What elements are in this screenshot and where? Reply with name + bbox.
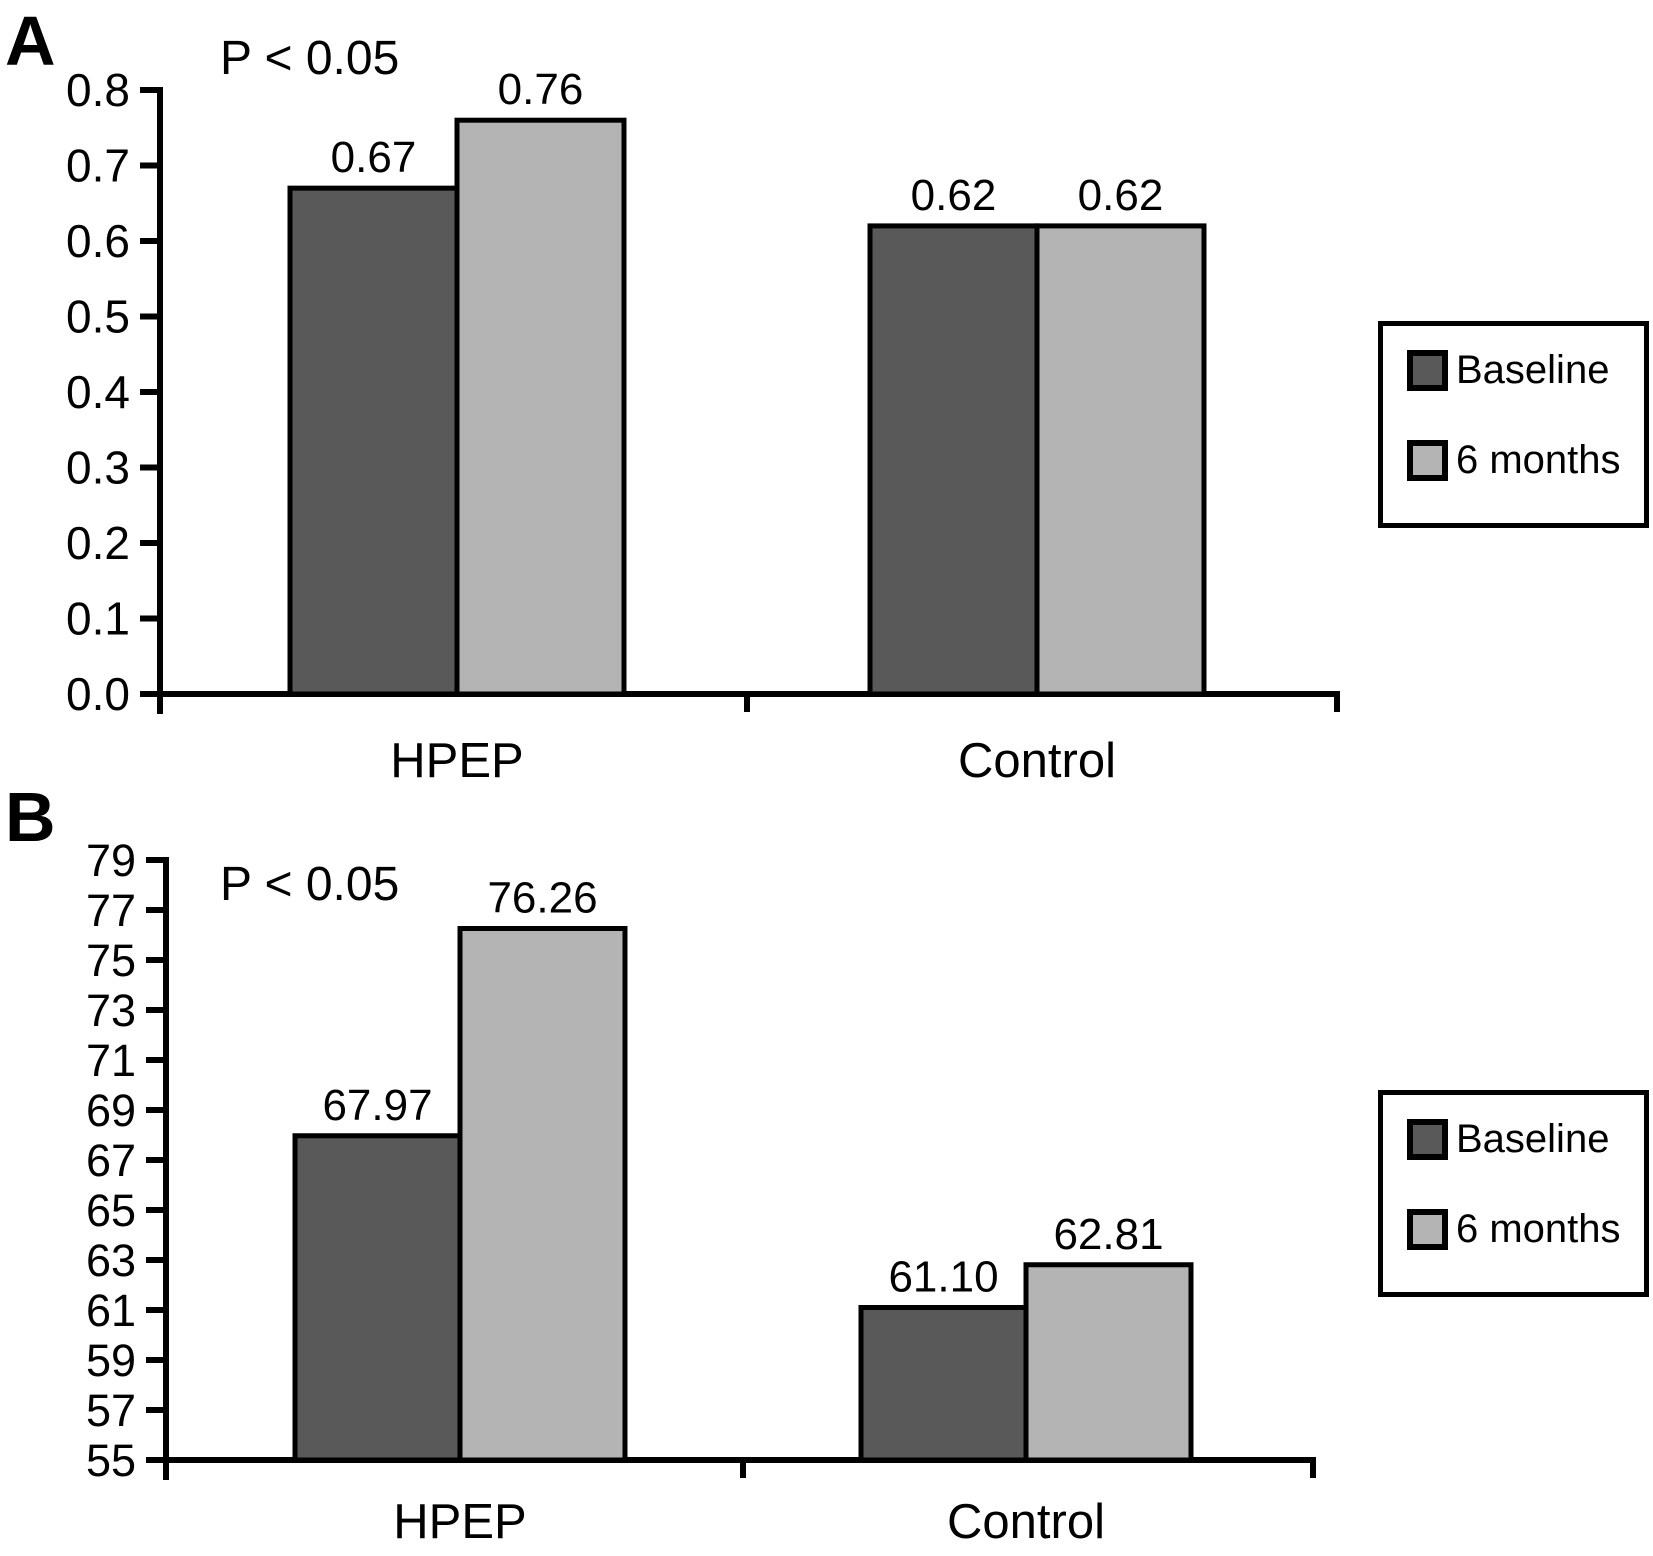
y-tick-label: 71	[86, 1035, 136, 1086]
category-label: HPEP	[390, 734, 523, 778]
bar	[867, 223, 1040, 697]
bar	[292, 1133, 463, 1463]
legend-item-6-months: 6 months	[1407, 440, 1644, 481]
p-value-annotation: P < 0.05	[220, 858, 399, 911]
category-label: Control	[947, 1495, 1105, 1549]
panel-a-legend: Baseline 6 months	[1378, 321, 1649, 528]
bar	[287, 185, 460, 697]
legend-item-baseline: Baseline	[1407, 1119, 1644, 1160]
y-tick-label: 57	[86, 1385, 136, 1436]
baseline-swatch-icon	[1407, 350, 1448, 391]
bar	[1034, 223, 1207, 697]
category-label: Control	[958, 734, 1116, 778]
y-tick-label: 0.5	[66, 291, 130, 343]
bar-value-label: 0.76	[498, 65, 584, 114]
bar	[858, 1305, 1029, 1463]
bar-value-label: 0.67	[331, 133, 417, 182]
y-tick-label: 0.6	[66, 215, 130, 267]
six-months-swatch-icon	[1407, 440, 1448, 481]
y-tick-label: 69	[86, 1085, 136, 1136]
y-tick-label: 67	[86, 1135, 136, 1186]
bar-value-label: 0.62	[911, 171, 997, 220]
y-tick-label: 73	[86, 985, 136, 1036]
legend-label-baseline: Baseline	[1456, 1117, 1610, 1161]
y-tick-label: 0.4	[66, 366, 130, 418]
y-tick-label: 65	[86, 1185, 136, 1236]
bar-value-label: 62.81	[1053, 1210, 1163, 1259]
y-tick-label: 77	[86, 885, 136, 936]
y-tick-label: 0.2	[66, 517, 130, 569]
p-value-annotation: P < 0.05	[220, 32, 399, 85]
y-tick-label: 0.7	[66, 140, 130, 192]
bar-value-label: 67.97	[322, 1081, 432, 1130]
y-tick-label: 0.8	[66, 64, 130, 116]
y-tick-label: 79	[86, 835, 136, 886]
y-tick-label: 75	[86, 935, 136, 986]
category-label: HPEP	[393, 1495, 526, 1549]
bar	[1023, 1262, 1194, 1463]
y-tick-label: 0.3	[66, 442, 130, 494]
baseline-swatch-icon	[1407, 1119, 1448, 1160]
y-tick-label: 61	[86, 1285, 136, 1336]
y-tick-label: 0.1	[66, 593, 130, 645]
panel-a-bar-chart: 0.0 0.1 0.2 0.3 0.4 0.5 0.6 0.7 0.8 HPEP 0.67 0.76 C…	[66, 32, 1340, 778]
bar-value-label: 61.10	[888, 1253, 998, 1302]
legend-label-baseline: Baseline	[1456, 348, 1610, 392]
bar-value-label: 0.62	[1078, 171, 1164, 220]
panel-a-letter: A	[5, 2, 56, 80]
six-months-swatch-icon	[1407, 1209, 1448, 1250]
y-tick-label: 0.0	[66, 668, 130, 720]
bar	[454, 117, 627, 697]
panel-b-letter: B	[5, 778, 56, 856]
bar	[457, 926, 628, 1463]
legend-label-6-months: 6 months	[1456, 438, 1621, 482]
bar-value-label: 76.26	[487, 874, 597, 923]
panel-b-legend: Baseline 6 months	[1378, 1090, 1649, 1297]
y-tick-label: 63	[86, 1235, 136, 1286]
legend-item-6-months: 6 months	[1407, 1209, 1644, 1250]
y-tick-label: 59	[86, 1335, 136, 1386]
legend-label-6-months: 6 months	[1456, 1207, 1621, 1251]
y-tick-label: 55	[86, 1435, 136, 1486]
legend-item-baseline: Baseline	[1407, 350, 1644, 391]
